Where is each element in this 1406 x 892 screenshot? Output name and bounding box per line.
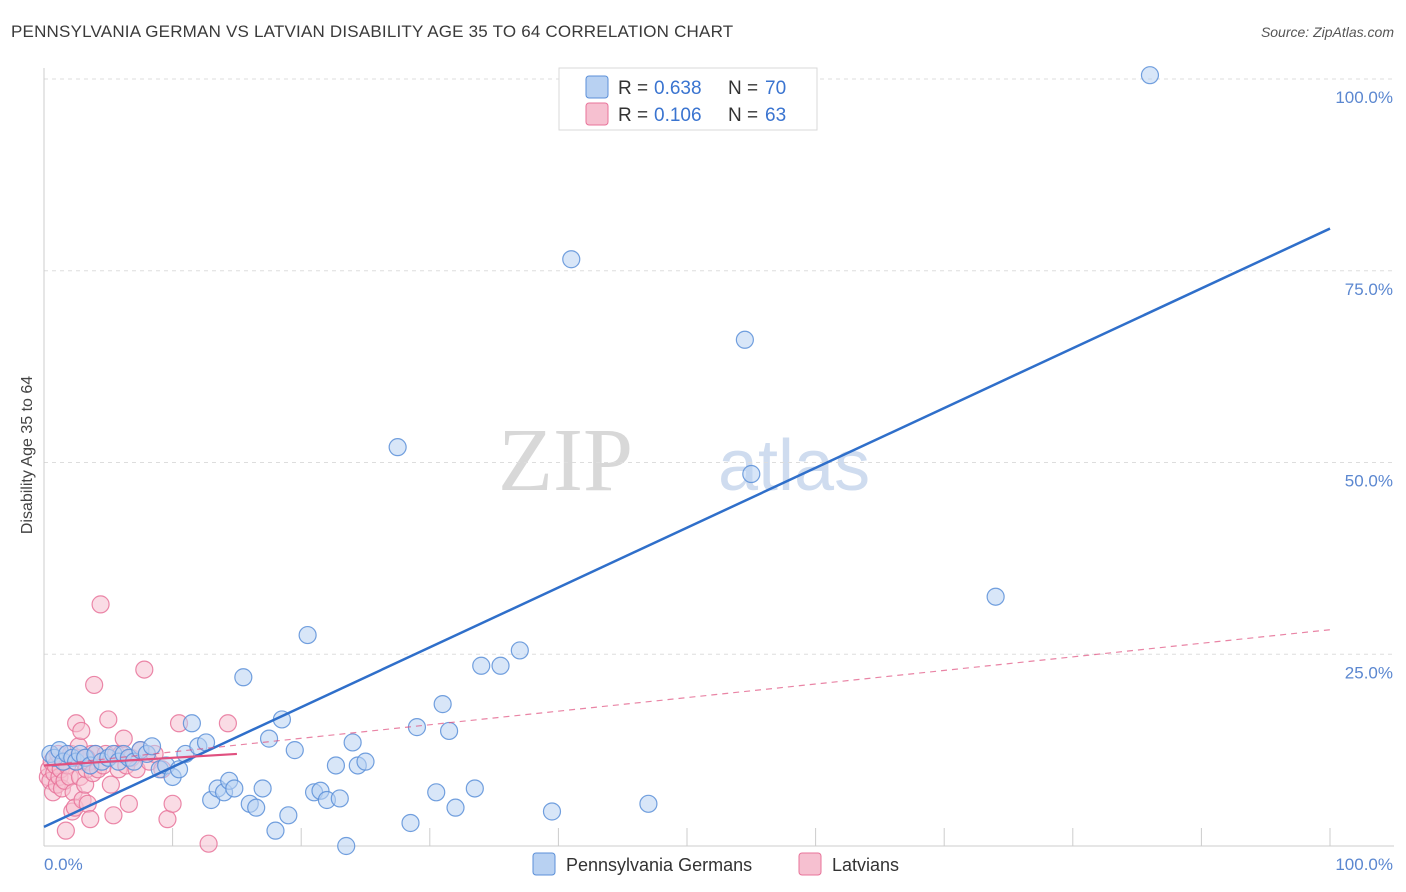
x-tick-label-max: 100.0% [1335, 855, 1393, 874]
trend-line-latvians-dashed [43, 629, 1331, 767]
bottom-legend-label-1: Pennsylvania Germans [566, 855, 752, 875]
legend-r-label-2: R = [618, 105, 648, 126]
latvian-point-38 [91, 595, 110, 614]
latvian-point-14 [56, 821, 75, 840]
trend-line-latvians-solid [43, 752, 237, 767]
pa-german-point-38 [259, 729, 279, 748]
latvian-point-42 [101, 775, 120, 794]
pa-german-point-69 [986, 587, 1005, 606]
legend-n-label-1: N = [728, 78, 758, 99]
y-tick-label-100: 100.0% [1335, 88, 1393, 107]
pa-german-point-50 [343, 733, 362, 752]
x-tick-label-min: 0.0% [44, 855, 83, 874]
latvians-points [38, 595, 237, 853]
watermark-zip: ZIP [498, 411, 633, 510]
pa-german-point-52 [356, 752, 375, 771]
pa-german-point-20 [142, 737, 162, 756]
pa-german-point-58 [439, 721, 459, 741]
pa-german-point-66 [639, 794, 658, 813]
pa-german-point-57 [433, 695, 452, 714]
y-tick-labels: 25.0% 50.0% 75.0% 100.0% [1335, 88, 1393, 682]
legend-r-value-1: 0.638 [654, 78, 702, 99]
pa-german-point-54 [401, 813, 420, 833]
latvian-point-60 [199, 834, 218, 853]
legend-r-value-2: 0.106 [654, 105, 702, 126]
chart-title: PENNSYLVANIA GERMAN VS LATVIAN DISABILIT… [11, 22, 734, 41]
pa-german-point-26 [182, 714, 201, 733]
pa-german-point-70 [1140, 66, 1160, 85]
legend-n-value-1: 70 [765, 78, 786, 99]
pa-german-point-37 [253, 779, 272, 798]
source-credit: Source: ZipAtlas.com [1260, 24, 1394, 40]
latvian-point-32 [81, 810, 100, 829]
latvian-point-53 [135, 660, 154, 679]
pa-german-point-47 [326, 756, 346, 775]
latvian-point-57 [158, 810, 177, 829]
pa-german-point-49 [337, 836, 356, 856]
latvian-point-25 [72, 721, 91, 741]
pa-german-point-67 [735, 330, 754, 349]
series-legend: Pennsylvania Germans Latvians [532, 852, 899, 876]
watermark-atlas: atlas [718, 426, 870, 506]
latvian-point-47 [114, 729, 133, 748]
pa-german-point-60 [465, 779, 484, 798]
bottom-legend-swatch-blue [532, 852, 556, 876]
legend-r-label-1: R = [618, 78, 648, 99]
pa-german-point-41 [279, 806, 298, 825]
latvian-point-58 [163, 794, 182, 813]
legend-n-label-2: N = [728, 105, 758, 126]
pa-german-point-68 [742, 464, 761, 484]
bottom-legend-label-2: Latvians [832, 855, 899, 875]
legend-swatch-pink [585, 102, 609, 126]
pa-german-point-39 [266, 821, 285, 840]
pa-german-point-64 [542, 802, 562, 821]
y-tick-label-50: 50.0% [1345, 472, 1393, 491]
watermark: ZIP atlas [498, 411, 870, 510]
pa-german-point-62 [491, 656, 510, 675]
correlation-legend: R = 0.638 N = 70 R = 0.106 N = 63 [558, 67, 818, 131]
x-ticks [43, 828, 1331, 846]
pa-german-point-34 [234, 668, 253, 687]
pa-german-point-33 [225, 779, 244, 798]
pa-german-point-63 [510, 641, 529, 660]
pa-german-point-42 [285, 741, 304, 760]
latvian-point-41 [99, 710, 118, 729]
legend-n-value-2: 63 [765, 105, 786, 126]
pa-german-point-65 [562, 250, 581, 269]
latvian-point-35 [85, 675, 104, 695]
bottom-legend-swatch-pink [798, 852, 822, 876]
axes [43, 68, 1394, 847]
latvian-point-49 [119, 794, 138, 813]
y-tick-label-25: 25.0% [1345, 663, 1393, 682]
pa-german-point-48 [330, 789, 349, 808]
latvian-point-61 [218, 714, 237, 733]
gridlines [44, 78, 1394, 655]
y-tick-label-75: 75.0% [1345, 280, 1393, 299]
legend-swatch-blue [585, 75, 609, 99]
pa-german-point-56 [427, 783, 446, 802]
pa-german-point-36 [247, 798, 266, 817]
latvian-point-43 [104, 806, 123, 825]
trend-line-pennsylvania-germans [43, 227, 1331, 828]
pa-german-point-43 [298, 625, 317, 645]
trend-lines [43, 227, 1331, 828]
pa-german-point-61 [472, 656, 491, 675]
pa-german-point-59 [446, 798, 465, 817]
pa-german-point-53 [388, 438, 407, 457]
